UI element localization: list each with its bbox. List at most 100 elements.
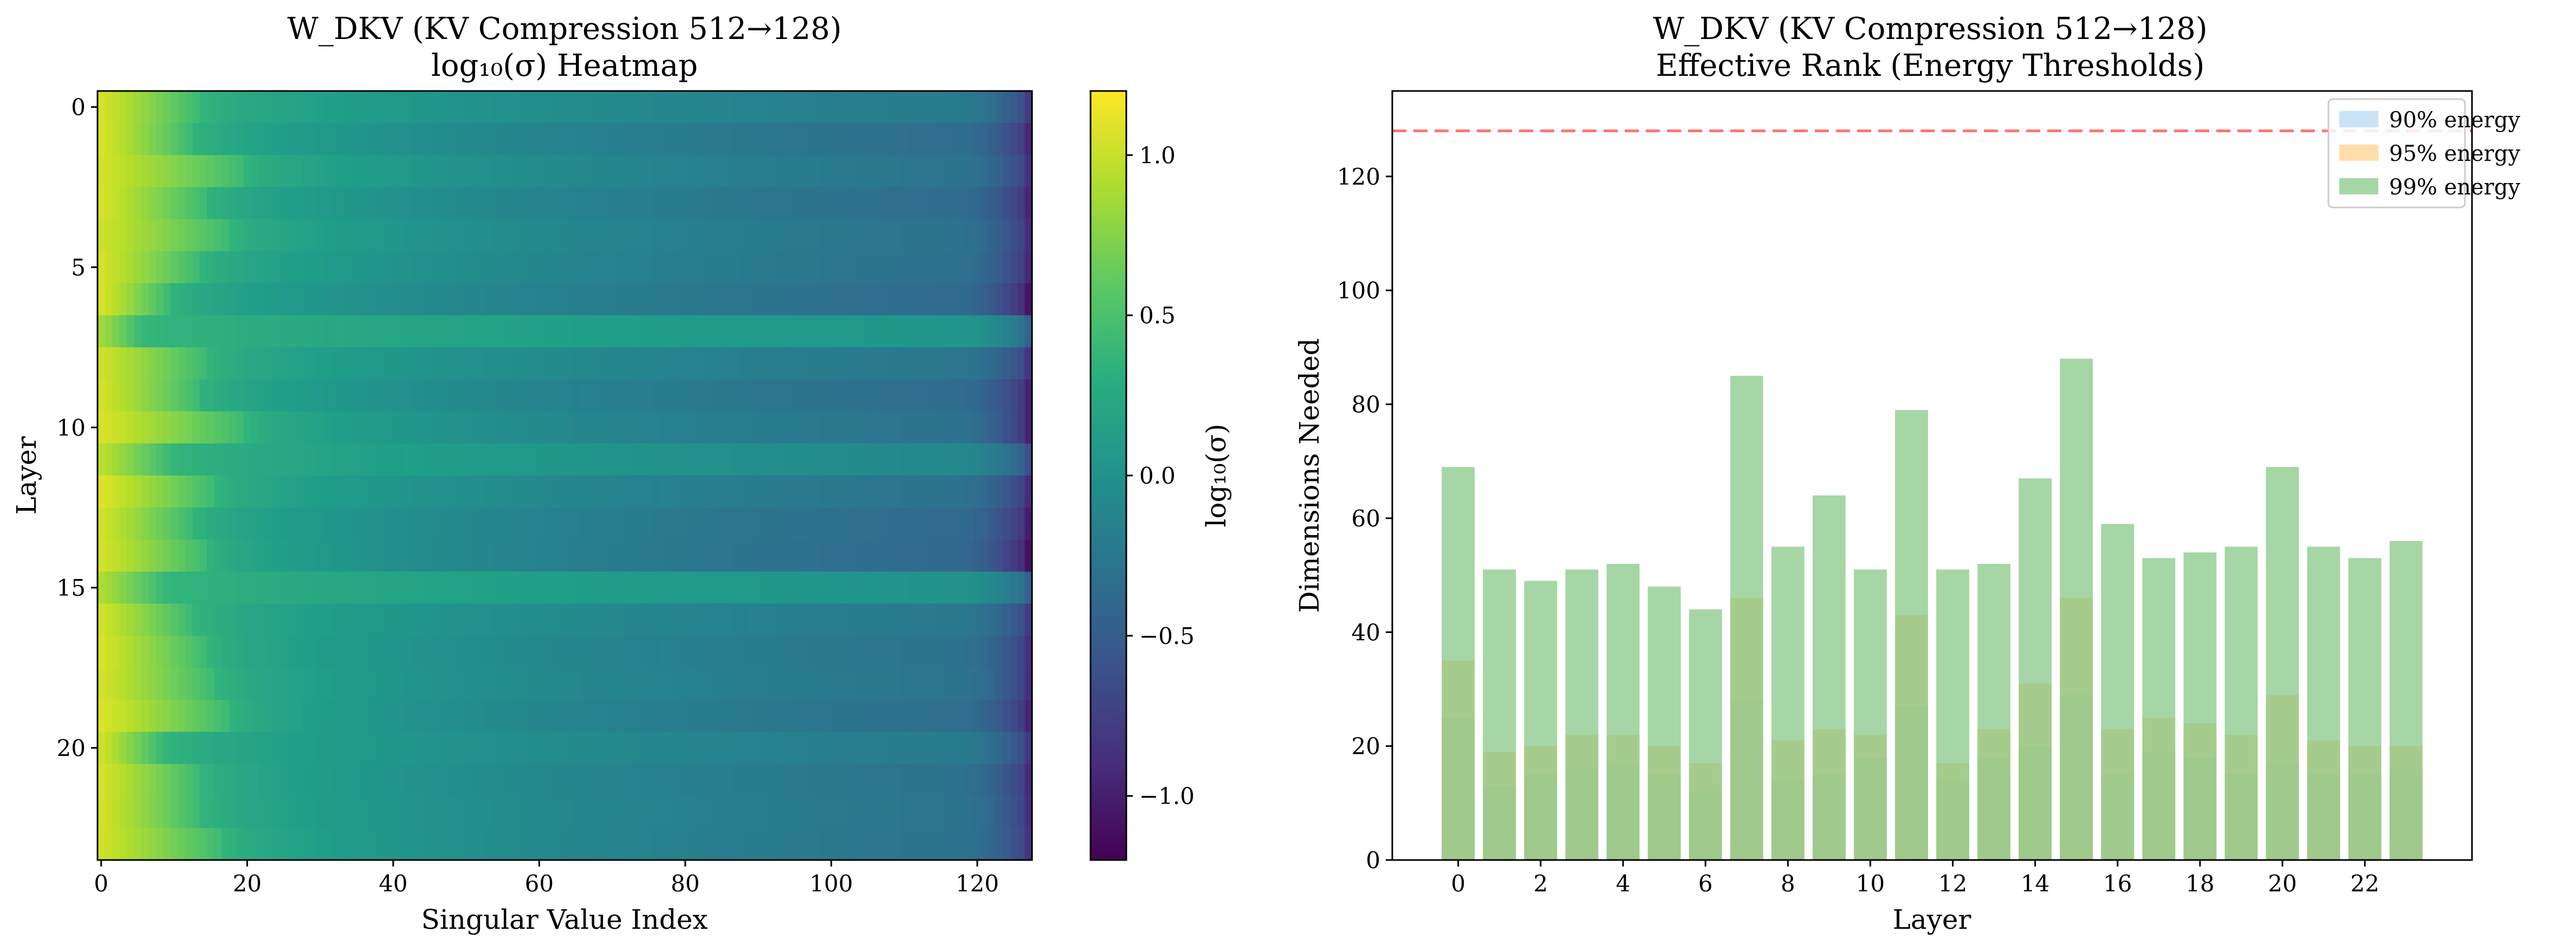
heatmap-cell [316, 539, 325, 572]
heatmap-cell [222, 507, 230, 540]
heatmap-cell [594, 219, 602, 252]
heatmap-cell [98, 571, 106, 604]
heatmap-cell [586, 764, 595, 797]
heatmap-cell [718, 796, 726, 829]
heatmap-cell [630, 155, 638, 188]
heatmap-cell [521, 732, 529, 765]
heatmap-cell [813, 123, 821, 155]
heatmap-cell [682, 315, 690, 348]
heatmap-cell [951, 91, 959, 123]
heatmap-cell [783, 571, 791, 604]
heatmap-cell [557, 347, 566, 380]
heatmap-cell [1024, 732, 1033, 765]
heatmap-cell [404, 123, 412, 155]
heatmap-cell [207, 187, 215, 220]
heatmap-cell [382, 507, 390, 540]
heatmap-row [98, 732, 1033, 765]
heatmap-cell [543, 347, 551, 380]
heatmap-cell [222, 347, 230, 380]
heatmap-cell [966, 379, 974, 412]
heatmap-cell [353, 764, 361, 797]
heatmap-cell [360, 155, 368, 188]
heatmap-cell [214, 507, 222, 540]
heatmap-cell [645, 603, 653, 636]
heatmap-cell [382, 347, 390, 380]
heatmap-cell [484, 379, 492, 412]
heatmap-cell [638, 347, 646, 380]
heatmap-cell [214, 283, 222, 316]
heatmap-cell [163, 700, 171, 732]
heatmap-cell [981, 411, 989, 444]
heatmap-cell [528, 155, 536, 188]
heatmap-cell [550, 635, 558, 668]
heatmap-cell [659, 507, 667, 540]
heatmap-cell [586, 796, 595, 829]
heatmap-cell [827, 443, 835, 476]
heatmap-cell [856, 635, 865, 668]
heatmap-cell [418, 443, 427, 476]
heatmap-cell [937, 764, 945, 797]
heatmap-cell [353, 603, 361, 636]
heatmap-cell [813, 91, 821, 123]
heatmap-cell [535, 155, 543, 188]
heatmap-cell [222, 571, 230, 604]
heatmap-cell [316, 828, 325, 861]
heatmap-cell [725, 379, 734, 412]
heatmap-cell [1003, 796, 1011, 829]
heatmap-cell [659, 411, 667, 444]
heatmap-cell [856, 379, 865, 412]
heatmap-cell [798, 635, 806, 668]
heatmap-cell [739, 187, 748, 220]
heatmap-cell [411, 347, 419, 380]
heatmap-cell [652, 283, 660, 316]
heatmap-cell [382, 476, 390, 508]
heatmap-cell [440, 603, 449, 636]
heatmap-cell [827, 251, 835, 284]
heatmap-cell [323, 315, 332, 348]
heatmap-cell [455, 507, 463, 540]
heatmap-cell [148, 155, 157, 188]
heatmap-cell [185, 700, 193, 732]
bar [2183, 552, 2217, 860]
heatmap-cell [579, 91, 587, 123]
bar [2307, 546, 2340, 860]
heatmap-cell [718, 443, 726, 476]
heatmap-row [98, 603, 1033, 636]
heatmap-cell [806, 187, 814, 220]
heatmap-cell [119, 251, 127, 284]
heatmap-cell [732, 347, 741, 380]
heatmap-cell [353, 155, 361, 188]
heatmap-cell [557, 476, 566, 508]
heatmap-cell [316, 571, 325, 604]
heatmap-cell [98, 828, 106, 861]
heatmap-cell [630, 347, 638, 380]
heatmap-cell [331, 443, 339, 476]
heatmap-cell [331, 732, 339, 765]
heatmap-cell [572, 411, 580, 444]
heatmap-cell [638, 796, 646, 829]
heatmap-cell [506, 700, 514, 732]
heatmap-cell [907, 507, 916, 540]
heatmap-cell [711, 828, 719, 861]
heatmap-cell [1010, 315, 1018, 348]
heatmap-cell [930, 732, 938, 765]
heatmap-cell [608, 603, 617, 636]
heatmap-cell [207, 828, 215, 861]
heatmap-cell [126, 764, 134, 797]
heatmap-cell [119, 379, 127, 412]
heatmap-cell [455, 187, 463, 220]
heatmap-cell [440, 379, 449, 412]
heatmap-cell [747, 635, 755, 668]
heatmap-cell [959, 635, 967, 668]
heatmap-cell [937, 796, 945, 829]
heatmap-cell [1010, 379, 1018, 412]
heatmap-cell [725, 283, 734, 316]
heatmap-cell [835, 315, 843, 348]
heatmap-cell [966, 603, 974, 636]
heatmap-cell [178, 155, 186, 188]
heatmap-cell [251, 315, 259, 348]
heatmap-cell [893, 219, 901, 252]
heatmap-cell [572, 443, 580, 476]
bar [2019, 478, 2052, 860]
heatmap-cell [689, 411, 697, 444]
